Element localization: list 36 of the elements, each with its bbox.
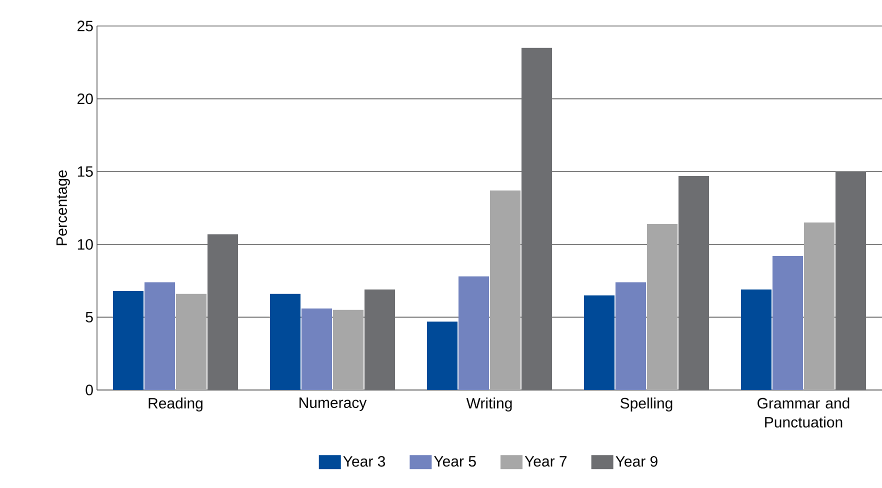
bar [772, 256, 804, 390]
legend-label: Year 5 [434, 456, 476, 467]
bar [522, 48, 552, 390]
bar [113, 290, 144, 390]
bar [364, 290, 396, 390]
y-tick-label: 0 [86, 384, 93, 396]
bar [616, 282, 646, 390]
bar [333, 310, 364, 390]
x-tick-label: Reading [148, 398, 202, 412]
bar [302, 308, 332, 390]
y-axis-title: Percentage [56, 170, 70, 246]
y-tick-label: 25 [78, 20, 93, 32]
bar [270, 294, 301, 390]
x-tick-label: Spelling [620, 398, 672, 412]
bar [678, 176, 710, 390]
bar [490, 190, 521, 390]
legend-label: Year 3 [343, 456, 386, 467]
y-tick-label: 15 [78, 166, 93, 177]
y-tick-label: 10 [78, 239, 93, 250]
y-tick-label: 20 [78, 93, 93, 104]
bar [427, 322, 458, 390]
x-tick-label: Writing [466, 398, 512, 412]
x-tick-label: Numeracy [300, 398, 367, 411]
x-tick-label: Grammar and Punctuation [758, 398, 850, 428]
bar [647, 224, 678, 390]
bar [144, 282, 176, 390]
bar [584, 295, 615, 390]
bar [741, 290, 772, 390]
bar [208, 234, 238, 390]
bar [176, 294, 207, 390]
bar [804, 222, 835, 390]
bar [458, 276, 490, 390]
legend-label: Year 9 [616, 456, 658, 467]
legend-label: Year 7 [524, 456, 567, 467]
y-tick-label: 5 [86, 312, 93, 322]
bar [836, 172, 866, 390]
